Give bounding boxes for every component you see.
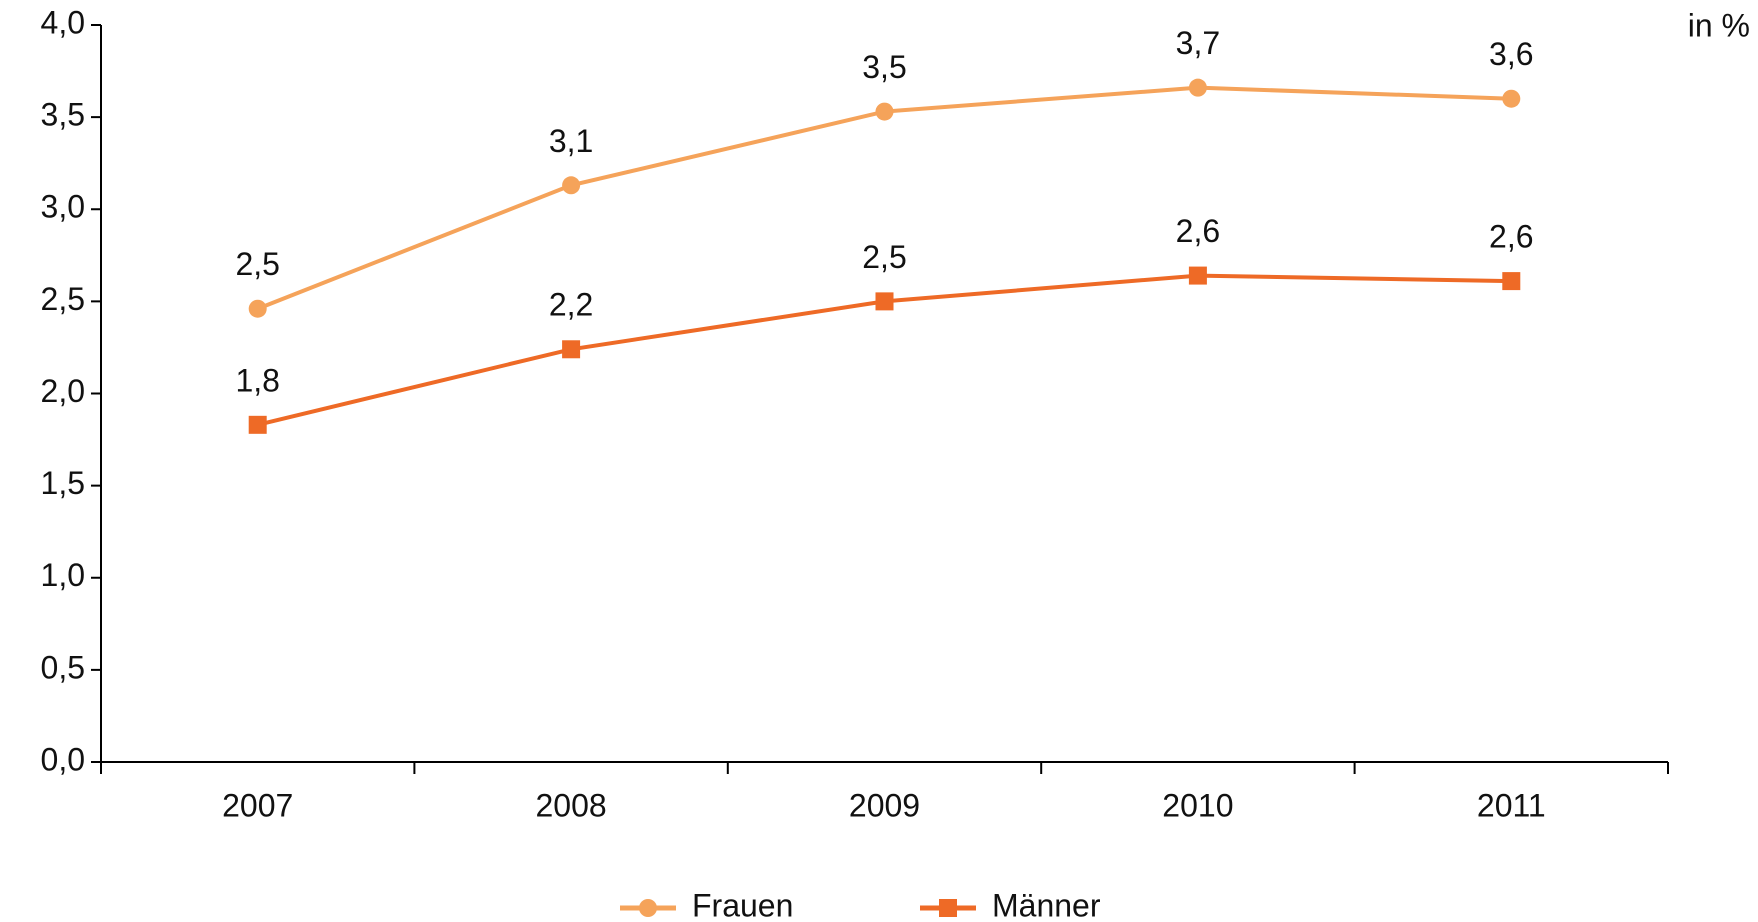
- data-point: [1188, 78, 1207, 97]
- data-label: 2,6: [1489, 219, 1533, 255]
- series-line: [256, 85, 1512, 311]
- data-point: [1188, 266, 1207, 285]
- data-label: 3,7: [1176, 25, 1220, 61]
- legend-marker: [639, 899, 657, 917]
- x-tick-label: 2011: [1477, 787, 1546, 823]
- y-tick-label: 4,0: [41, 4, 85, 40]
- legend-label: Männer: [992, 887, 1101, 922]
- y-tick-label: 2,5: [41, 281, 85, 317]
- data-label: 2,6: [1176, 213, 1220, 249]
- y-tick-label: 0,0: [41, 741, 85, 777]
- data-point: [562, 176, 581, 195]
- data-point: [875, 292, 894, 311]
- unit-label: in %: [1688, 7, 1750, 43]
- x-tick-label: 2008: [536, 787, 607, 823]
- y-tick-label: 3,5: [41, 97, 85, 133]
- y-tick-label: 3,0: [41, 189, 85, 225]
- data-label: 2,5: [862, 239, 906, 275]
- data-label: 1,8: [235, 362, 279, 398]
- data-point: [248, 299, 267, 318]
- data-label: 2,2: [549, 287, 593, 323]
- legend-marker: [939, 899, 957, 917]
- y-tick-label: 1,0: [41, 557, 85, 593]
- legend-label: Frauen: [692, 887, 793, 922]
- x-tick-label: 2009: [849, 787, 920, 823]
- x-tick-label: 2007: [222, 787, 293, 823]
- y-tick-label: 0,5: [41, 649, 85, 685]
- data-label: 3,1: [549, 123, 593, 159]
- data-label: 3,5: [862, 49, 906, 85]
- data-label: 2,5: [235, 246, 279, 282]
- data-point: [562, 340, 581, 359]
- data-point: [248, 415, 267, 434]
- data-point: [1502, 89, 1521, 108]
- data-point: [875, 102, 894, 121]
- y-tick-label: 1,5: [41, 465, 85, 501]
- x-tick-label: 2010: [1162, 787, 1233, 823]
- data-label: 3,6: [1489, 36, 1533, 72]
- data-point: [1502, 272, 1521, 291]
- y-tick-label: 2,0: [41, 373, 85, 409]
